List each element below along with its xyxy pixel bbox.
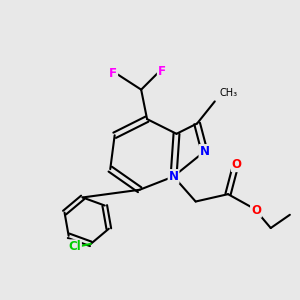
Text: Cl: Cl <box>68 240 81 253</box>
Text: O: O <box>251 204 261 217</box>
Text: F: F <box>158 65 166 79</box>
Text: O: O <box>232 158 242 171</box>
Text: N: N <box>169 170 178 183</box>
Text: CH₃: CH₃ <box>219 88 237 98</box>
Text: N: N <box>200 145 209 158</box>
Text: F: F <box>109 67 117 80</box>
